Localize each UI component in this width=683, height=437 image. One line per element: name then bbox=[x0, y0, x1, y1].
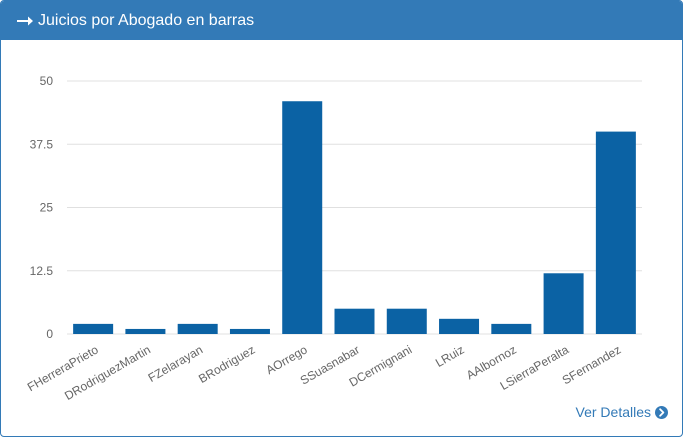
bar[interactable] bbox=[334, 308, 375, 334]
bar[interactable] bbox=[177, 323, 218, 334]
y-tick-label: 25 bbox=[40, 201, 54, 215]
ver-detalles-label: Ver Detalles bbox=[575, 404, 651, 420]
x-category-label: FZelarayan bbox=[146, 342, 206, 384]
bar[interactable] bbox=[229, 328, 270, 334]
panel-heading: Juicios por Abogado en barras bbox=[1, 1, 682, 40]
bar[interactable] bbox=[73, 323, 114, 334]
bar[interactable] bbox=[282, 101, 323, 334]
y-tick-label: 37.5 bbox=[30, 137, 54, 151]
arrow-right-icon bbox=[17, 16, 33, 25]
x-category-label: BRodriguez bbox=[196, 342, 257, 385]
bar-chart: 012.52537.550FHerreraPrietoDRodriguezMar… bbox=[25, 74, 642, 403]
bar[interactable] bbox=[491, 323, 532, 334]
y-tick-label: 0 bbox=[46, 327, 53, 341]
chevron-circle-right-icon bbox=[655, 405, 668, 419]
bar[interactable] bbox=[543, 273, 584, 334]
bar[interactable] bbox=[595, 131, 636, 334]
x-category-label: DRodriguezMartin bbox=[62, 342, 153, 402]
bar[interactable] bbox=[125, 328, 166, 334]
y-tick-label: 12.5 bbox=[30, 264, 54, 278]
x-category-label: SFernandez bbox=[560, 342, 624, 387]
bar[interactable] bbox=[439, 318, 480, 334]
x-category-label: LRuiz bbox=[433, 342, 467, 369]
bar[interactable] bbox=[386, 308, 427, 334]
panel-title: Juicios por Abogado en barras bbox=[38, 11, 255, 29]
y-tick-label: 50 bbox=[40, 74, 54, 88]
ver-detalles-link[interactable]: Ver Detalles bbox=[576, 404, 668, 420]
